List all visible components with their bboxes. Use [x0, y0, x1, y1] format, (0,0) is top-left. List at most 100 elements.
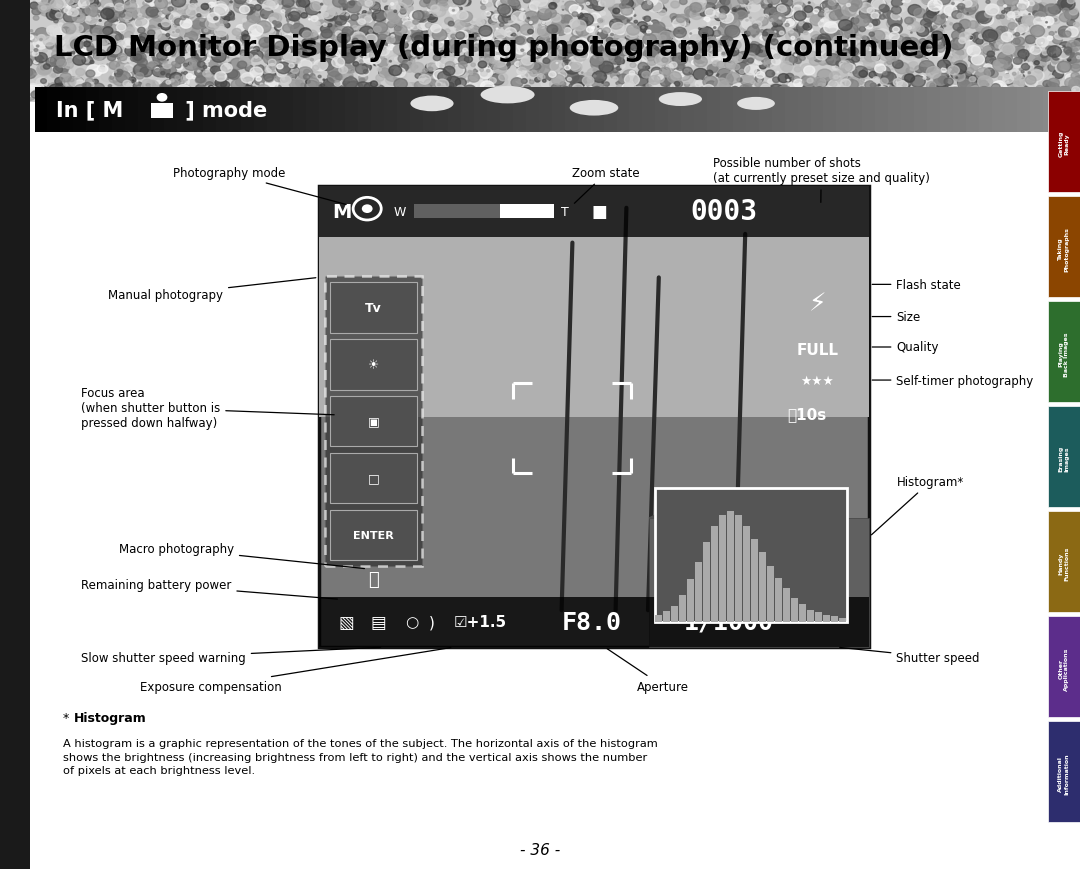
Circle shape: [845, 29, 859, 40]
Circle shape: [631, 45, 646, 56]
Circle shape: [704, 43, 711, 49]
Circle shape: [415, 36, 422, 43]
Circle shape: [557, 51, 564, 56]
Circle shape: [138, 28, 145, 34]
Circle shape: [161, 23, 171, 31]
Circle shape: [448, 23, 454, 27]
Circle shape: [478, 69, 492, 79]
Circle shape: [499, 93, 510, 102]
Circle shape: [928, 86, 942, 98]
Circle shape: [669, 76, 677, 83]
Circle shape: [279, 51, 281, 54]
Circle shape: [96, 23, 104, 29]
Circle shape: [831, 79, 833, 82]
Circle shape: [692, 5, 706, 17]
Circle shape: [117, 24, 126, 32]
Circle shape: [507, 41, 521, 53]
Circle shape: [882, 96, 891, 103]
Circle shape: [626, 17, 632, 22]
Circle shape: [839, 62, 848, 69]
Circle shape: [199, 6, 210, 14]
Text: Tv: Tv: [365, 302, 382, 315]
Circle shape: [276, 72, 291, 83]
Bar: [60, 88, 75, 133]
Bar: [630, 88, 644, 133]
Circle shape: [437, 73, 450, 84]
Circle shape: [926, 40, 935, 47]
Circle shape: [411, 29, 413, 30]
Circle shape: [613, 10, 620, 15]
Circle shape: [12, 72, 21, 79]
Circle shape: [955, 9, 959, 12]
Circle shape: [861, 2, 875, 13]
Circle shape: [960, 72, 972, 82]
Circle shape: [660, 91, 665, 95]
Circle shape: [337, 46, 343, 51]
Circle shape: [918, 59, 928, 68]
Circle shape: [610, 5, 625, 17]
Circle shape: [551, 7, 554, 10]
Circle shape: [434, 77, 447, 89]
Text: ▤: ▤: [370, 614, 387, 631]
Circle shape: [224, 24, 230, 29]
Circle shape: [852, 89, 853, 90]
Circle shape: [266, 69, 271, 74]
Circle shape: [850, 89, 856, 95]
Circle shape: [939, 37, 949, 45]
Circle shape: [759, 64, 766, 70]
Circle shape: [941, 77, 953, 87]
Circle shape: [1018, 53, 1022, 56]
Circle shape: [794, 6, 802, 13]
Circle shape: [343, 41, 347, 43]
Circle shape: [281, 94, 285, 97]
Circle shape: [877, 55, 886, 62]
Circle shape: [83, 43, 91, 48]
Circle shape: [686, 10, 694, 17]
Circle shape: [499, 0, 514, 12]
Circle shape: [986, 1, 990, 4]
Circle shape: [569, 90, 577, 97]
Circle shape: [419, 17, 427, 23]
Circle shape: [372, 19, 374, 21]
Circle shape: [389, 4, 400, 14]
Circle shape: [464, 45, 471, 50]
Circle shape: [274, 76, 282, 83]
Circle shape: [393, 4, 408, 16]
Circle shape: [114, 92, 117, 94]
Circle shape: [319, 76, 321, 79]
Circle shape: [282, 49, 291, 55]
Circle shape: [811, 32, 820, 40]
Circle shape: [333, 82, 338, 86]
Circle shape: [866, 0, 880, 11]
Circle shape: [22, 59, 32, 68]
Circle shape: [627, 34, 638, 43]
Circle shape: [532, 12, 534, 13]
Circle shape: [127, 25, 132, 30]
Circle shape: [19, 62, 29, 70]
Circle shape: [90, 96, 92, 98]
Circle shape: [441, 51, 445, 55]
Circle shape: [185, 29, 193, 36]
Circle shape: [586, 88, 591, 91]
Circle shape: [364, 17, 373, 23]
Circle shape: [1003, 67, 1015, 76]
Circle shape: [210, 50, 212, 51]
Circle shape: [554, 33, 555, 34]
Circle shape: [310, 75, 315, 78]
Circle shape: [735, 63, 750, 75]
Bar: [799, 605, 806, 622]
Circle shape: [770, 10, 777, 15]
Circle shape: [897, 101, 899, 102]
Circle shape: [660, 68, 671, 77]
Circle shape: [905, 48, 917, 57]
Bar: [807, 610, 814, 622]
Circle shape: [1037, 18, 1040, 22]
Circle shape: [362, 64, 372, 72]
Circle shape: [594, 76, 596, 78]
Circle shape: [237, 66, 239, 68]
Text: Getting
Ready: Getting Ready: [1058, 131, 1069, 157]
Circle shape: [200, 36, 203, 38]
Circle shape: [282, 45, 295, 56]
Circle shape: [833, 36, 845, 46]
Circle shape: [824, 57, 834, 65]
